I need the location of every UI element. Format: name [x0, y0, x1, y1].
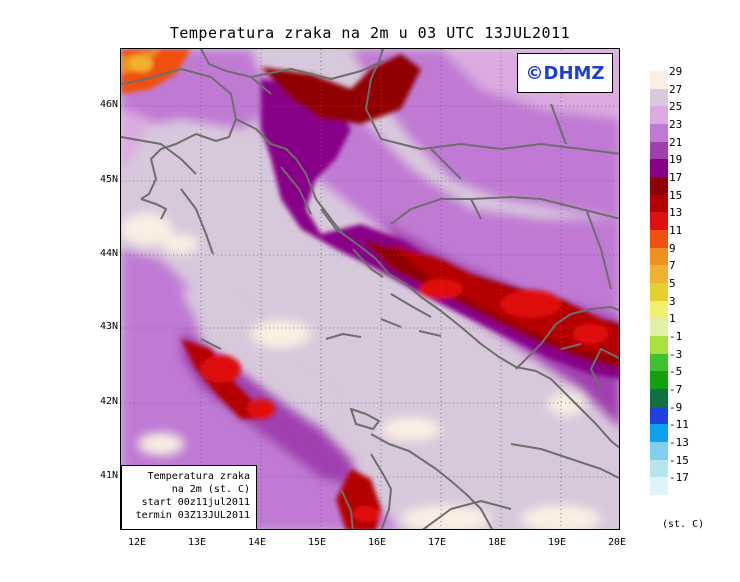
lon-label-13: 13E [187, 537, 207, 548]
legend-label: 25 [669, 100, 683, 114]
legend-swatch [650, 477, 668, 496]
legend-swatch [650, 424, 668, 443]
legend-swatch [650, 141, 668, 160]
lon-label-18: 18E [487, 537, 507, 548]
legend-label: 13 [669, 206, 683, 220]
legend-swatch [650, 442, 668, 461]
legend-swatch [650, 336, 668, 355]
info-line-3: start 00z11jul2011 [141, 497, 250, 508]
legend-label: 3 [669, 294, 676, 308]
color-legend [650, 71, 668, 496]
lat-label-45: 45N [99, 174, 118, 185]
legend-label: -3 [669, 347, 683, 361]
map-canvas [121, 49, 619, 529]
legend-swatch [650, 300, 668, 319]
dhmz-badge: ©DHMZ [517, 53, 613, 93]
legend-swatch [650, 71, 668, 90]
legend-label: -5 [669, 365, 683, 379]
legend-swatch [650, 247, 668, 266]
coastlines [121, 68, 619, 529]
legend-label: 11 [669, 224, 683, 237]
legend-label: -11 [669, 418, 689, 432]
lat-label-44: 44N [99, 248, 118, 259]
lon-label-19: 19E [547, 537, 567, 548]
legend-label: 27 [669, 82, 683, 96]
legend-swatch [650, 88, 668, 107]
legend-label: -9 [669, 400, 683, 414]
legend-swatch [650, 283, 668, 302]
legend-swatch [650, 459, 668, 478]
info-line-1: Temperatura zraka [147, 471, 250, 482]
legend-swatch [650, 389, 668, 408]
legend-units: (st. C) [662, 519, 705, 530]
map-title: Temperatura zraka na 2m u 03 UTC 13JUL20… [169, 24, 571, 42]
lon-label-14: 14E [247, 537, 267, 548]
legend-label: -7 [669, 383, 683, 396]
legend-label: 21 [669, 135, 683, 149]
legend-label: -15 [669, 453, 689, 467]
lat-label-46: 46N [99, 99, 118, 110]
info-line-4: termin 03Z13JUL2011 [135, 510, 250, 521]
temperature-map[interactable]: ©DHMZ Temperatura zraka na 2m (st. C) st… [120, 48, 620, 530]
legend-swatch [650, 265, 668, 284]
legend-label: 5 [669, 277, 676, 290]
legend-swatch [650, 159, 668, 178]
legend-swatch [650, 406, 668, 425]
legend-swatch [650, 353, 668, 372]
info-box: Temperatura zraka na 2m (st. C) start 00… [121, 465, 257, 529]
lon-label-12: 12E [127, 537, 147, 548]
legend-label: 7 [669, 259, 676, 273]
legend-swatch [650, 124, 668, 143]
legend-swatch [650, 230, 668, 249]
legend-swatch [650, 194, 668, 213]
lon-label-16: 16E [367, 537, 387, 548]
legend-label: 15 [669, 188, 683, 202]
legend-swatch [650, 212, 668, 231]
legend-label: 19 [669, 153, 683, 167]
lon-label-15: 15E [307, 537, 327, 548]
legend-swatch [650, 106, 668, 125]
info-line-2: na 2m (st. C) [171, 484, 250, 495]
legend-label: -1 [669, 330, 683, 343]
legend-label: 23 [669, 118, 683, 131]
legend-label: 1 [669, 312, 676, 326]
lon-label-20: 20E [607, 537, 627, 548]
legend-swatch [650, 177, 668, 196]
borders [200, 49, 619, 390]
legend-label: 9 [669, 241, 676, 255]
lat-label-41: 41N [99, 470, 118, 481]
legend-label: -17 [669, 471, 689, 485]
legend-swatch [650, 371, 668, 390]
legend-label: 17 [669, 171, 683, 184]
lat-label-43: 43N [99, 321, 118, 332]
legend-swatch [650, 318, 668, 337]
lon-label-17: 17E [427, 537, 447, 548]
lat-label-42: 42N [99, 396, 118, 407]
legend-label: 29 [669, 65, 683, 78]
legend-label: -13 [669, 436, 689, 449]
